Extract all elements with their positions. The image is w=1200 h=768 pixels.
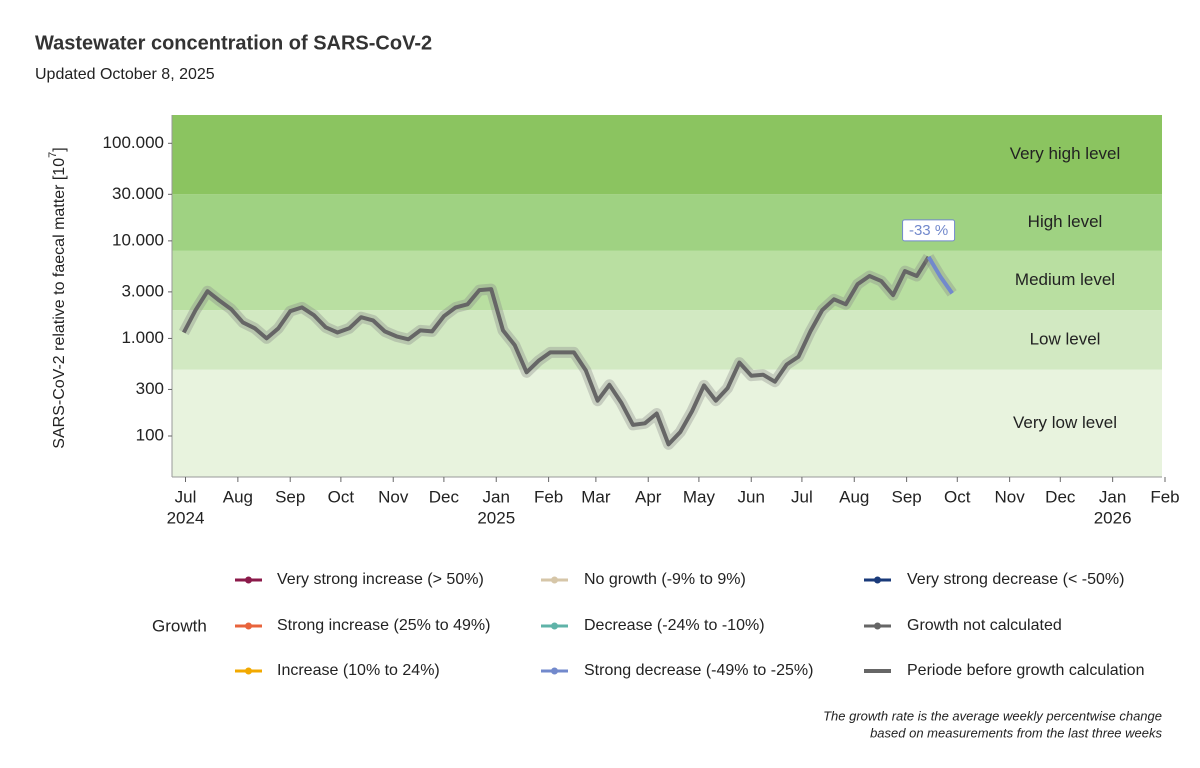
- y-tick-label: 3.000: [121, 281, 164, 300]
- legend-label: No growth (-9% to 9%): [584, 571, 746, 588]
- legend-dot: [245, 667, 252, 675]
- legend-dot: [245, 622, 252, 630]
- x-tick-label: Mar: [581, 487, 611, 506]
- level-label: Very high level: [1010, 144, 1121, 163]
- legend-label: Very strong increase (> 50%): [277, 571, 484, 588]
- y-tick-label: 100.000: [103, 133, 164, 152]
- y-axis-label-text: SARS-CoV-2 relative to faecal matter [10: [51, 158, 68, 449]
- series-line: [926, 255, 954, 295]
- legend-label: Strong increase (25% to 49%): [277, 617, 490, 634]
- x-tick-year: 2026: [1094, 508, 1132, 527]
- level-band: [172, 115, 1162, 195]
- level-label: Very low level: [1013, 413, 1117, 432]
- legend-label: Decrease (-24% to -10%): [584, 617, 765, 634]
- legend-label: Increase (10% to 24%): [277, 662, 440, 679]
- annotation-box: [902, 219, 956, 242]
- level-band: [172, 250, 1162, 311]
- x-tick-label: Nov: [995, 487, 1026, 506]
- level-band: [172, 310, 1162, 370]
- x-tick-label: Feb: [1150, 487, 1179, 506]
- x-tick-label: Jun: [738, 487, 765, 506]
- legend-label: Strong decrease (-49% to -25%): [584, 662, 813, 679]
- y-tick-label: 300: [136, 379, 164, 398]
- level-label: High level: [1028, 212, 1103, 231]
- footnote: The growth rate is the average weekly pe…: [823, 708, 1162, 723]
- y-axis-label-end: ]: [51, 147, 68, 151]
- x-tick-label: Jul: [791, 487, 813, 506]
- legend-dot: [551, 622, 558, 630]
- x-tick-label: Oct: [944, 487, 971, 506]
- x-tick-label: Sep: [275, 487, 305, 506]
- legend-dot: [551, 667, 558, 675]
- x-tick-label: May: [683, 487, 716, 506]
- y-tick-label: 30.000: [112, 184, 164, 203]
- x-tick-label: Jan: [483, 487, 510, 506]
- plot-area: [171, 115, 1162, 478]
- x-tick-label: Aug: [223, 487, 253, 506]
- y-axis-label: SARS-CoV-2 relative to faecal matter [10…: [47, 147, 68, 448]
- x-tick-label: Oct: [328, 487, 355, 506]
- x-tick-label: Nov: [378, 487, 409, 506]
- x-tick-year: 2025: [477, 508, 515, 527]
- legend-dot: [874, 622, 881, 630]
- level-band: [172, 194, 1162, 251]
- x-tick-label: Jan: [1099, 487, 1126, 506]
- legend-dot: [551, 576, 558, 584]
- legend-dot: [245, 576, 252, 584]
- legend-label: Growth not calculated: [907, 617, 1062, 634]
- legend-dot: [874, 576, 881, 584]
- y-tick-label: 1.000: [121, 328, 164, 347]
- level-band: [172, 369, 1162, 477]
- y-tick-label: 10.000: [112, 230, 164, 249]
- level-label: Medium level: [1015, 270, 1115, 289]
- y-axis-label-exponent: 7: [47, 152, 59, 158]
- x-tick-label: Aug: [839, 487, 869, 506]
- x-tick-label: Jul: [175, 487, 197, 506]
- legend-title: Growth: [152, 616, 207, 635]
- x-tick-label: Feb: [534, 487, 563, 506]
- chart-title: Wastewater concentration of SARS-CoV-2: [35, 32, 432, 54]
- legend-label: Very strong decrease (< -50%): [907, 571, 1124, 588]
- footnote: based on measurements from the last thre…: [870, 725, 1162, 740]
- x-tick-label: Sep: [891, 487, 921, 506]
- chart-subtitle: Updated October 8, 2025: [35, 66, 215, 83]
- level-label: Low level: [1030, 329, 1101, 348]
- y-tick-label: 100: [136, 425, 164, 444]
- series-line: [182, 255, 931, 447]
- x-tick-label: Dec: [1045, 487, 1076, 506]
- legend-label: Periode before growth calculation: [907, 662, 1144, 679]
- x-tick-label: Dec: [429, 487, 460, 506]
- x-tick-label: Apr: [635, 487, 662, 506]
- annotation: -33 %: [909, 222, 948, 239]
- x-tick-year: 2024: [167, 508, 205, 527]
